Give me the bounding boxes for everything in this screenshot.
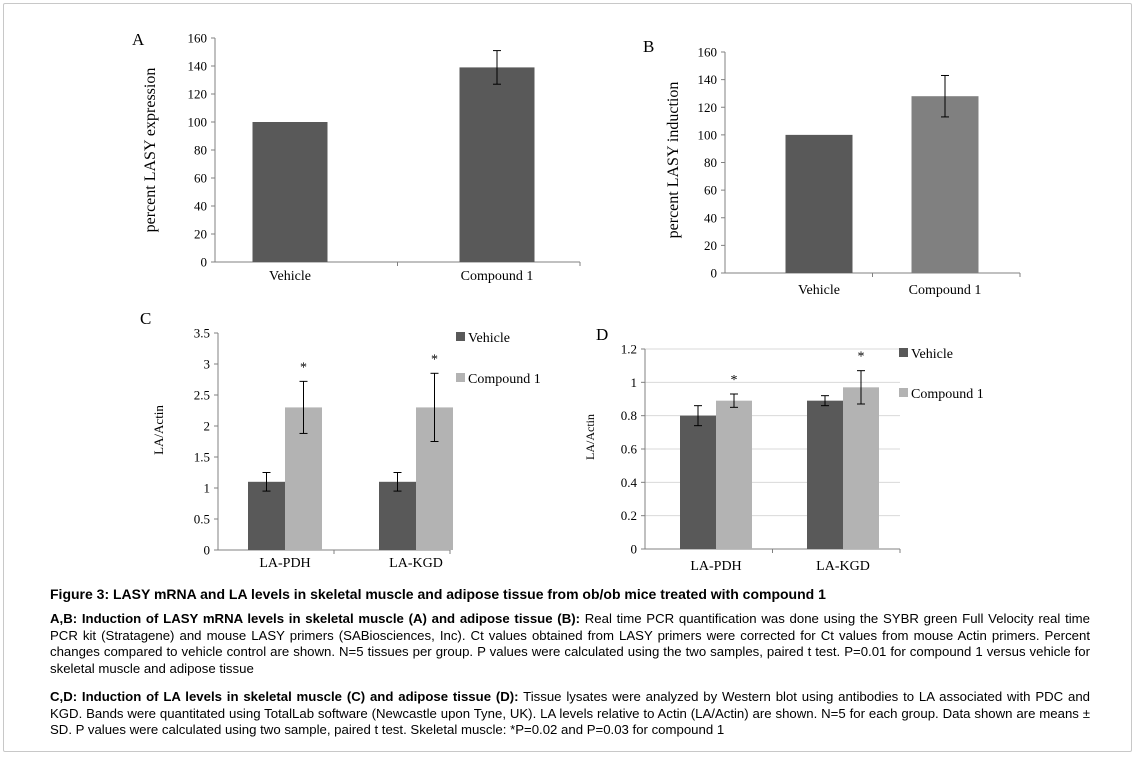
legend-swatch [456,373,465,382]
y-tick-label: 80 [704,155,717,170]
y-tick-label: 160 [188,31,208,46]
x-tick-label: LA-PDH [259,556,310,571]
figure-frame [3,3,1132,752]
y-tick-label: 60 [704,183,717,198]
y-axis-label: percent LASY induction [665,82,682,239]
significance-asterisk: * [858,350,865,365]
legend-label: Vehicle [911,347,953,362]
y-tick-label: 1.5 [194,450,210,465]
legend-label: Compound 1 [468,372,541,387]
panel-letter: C [140,309,151,328]
caption-paragraph-cd: C,D: Induction of LA levels in skeletal … [50,689,1090,739]
y-tick-label: 1 [204,481,211,496]
y-tick-label: 40 [194,199,207,214]
y-axis-label: percent LASY expression [142,68,159,233]
x-tick-label: Vehicle [269,269,311,284]
y-tick-label: 3 [204,357,211,372]
significance-asterisk: * [431,352,438,367]
panel-letter: A [132,30,145,49]
y-tick-label: 2.5 [194,388,210,403]
legend-swatch [899,348,908,357]
y-tick-label: 3.5 [194,326,210,341]
bar-compound-1 [843,387,879,549]
y-tick-label: 120 [698,100,718,115]
bar-vehicle [379,481,416,550]
y-axis-label: LA/Actin [583,414,597,460]
y-tick-label: 1 [631,375,638,390]
y-tick-label: 120 [188,87,208,102]
y-tick-label: 100 [698,127,718,142]
legend-label: Vehicle [468,331,510,346]
bar-vehicle [252,122,328,262]
y-tick-label: 0.2 [621,508,637,523]
y-axis-label: LA/Actin [151,405,166,455]
bar-vehicle [785,134,853,273]
bar-compound-1 [911,96,979,273]
y-tick-label: 0.6 [621,442,638,457]
x-tick-label: LA-KGD [816,559,870,574]
panel-letter: D [596,325,608,344]
x-tick-label: Vehicle [798,283,840,298]
y-tick-label: 0 [204,543,211,558]
bar-compound-1 [459,67,535,263]
y-tick-label: 60 [194,171,207,186]
bar-vehicle [680,415,716,549]
figure-caption-title: Figure 3: LASY mRNA and LA levels in ske… [50,586,826,602]
y-tick-label: 100 [188,115,208,130]
caption-ab-heading: A,B: Induction of LASY mRNA levels in sk… [50,611,580,626]
y-tick-label: 20 [194,227,207,242]
y-tick-label: 0.8 [621,408,637,423]
legend-swatch [899,388,908,397]
y-tick-label: 0.5 [194,512,210,527]
bar-vehicle [807,400,843,549]
legend-swatch [456,332,465,341]
panel-letter: B [643,37,654,56]
y-tick-label: 1.2 [621,342,637,357]
y-tick-label: 80 [194,143,207,158]
y-tick-label: 2 [204,419,211,434]
caption-cd-body: Tissue lysates were analyzed by Western … [50,689,1090,737]
y-tick-label: 20 [704,238,717,253]
x-tick-label: Compound 1 [909,283,982,298]
significance-asterisk: * [731,373,738,388]
significance-asterisk: * [300,360,307,375]
x-tick-label: Compound 1 [461,269,534,284]
caption-ab-body: Real time PCR quantification was done us… [50,611,1090,676]
caption-paragraph-ab: A,B: Induction of LASY mRNA levels in sk… [50,611,1090,677]
x-tick-label: LA-KGD [389,556,443,571]
bar-vehicle [248,481,285,550]
y-tick-label: 40 [704,210,717,225]
y-tick-label: 0 [711,266,718,281]
y-tick-label: 140 [698,72,718,87]
y-tick-label: 140 [188,59,208,74]
y-tick-label: 0 [201,255,208,270]
x-tick-label: LA-PDH [690,559,741,574]
y-tick-label: 160 [698,45,718,60]
caption-cd-heading: C,D: Induction of LA levels in skeletal … [50,689,519,704]
legend-label: Compound 1 [911,387,984,402]
bar-compound-1 [716,400,752,549]
y-tick-label: 0.4 [621,475,638,490]
y-tick-label: 0 [631,542,638,557]
